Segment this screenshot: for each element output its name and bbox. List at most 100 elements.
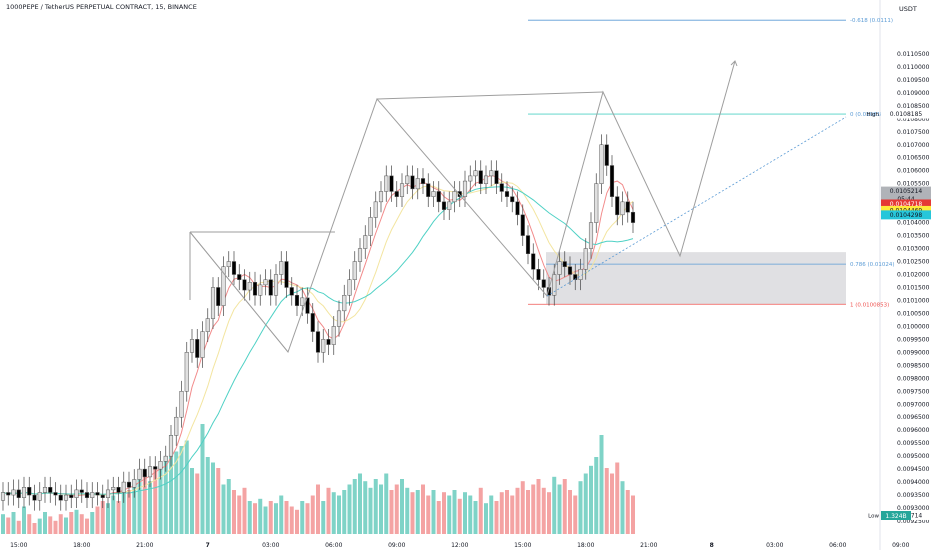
candle-body: [326, 339, 331, 345]
volume-bar: [610, 473, 614, 534]
price-tick-label: 0.0096500: [897, 414, 930, 421]
volume-bar: [452, 490, 457, 534]
candle-body: [562, 261, 567, 267]
candle-body: [494, 170, 499, 184]
candle-body: [21, 487, 27, 498]
volume-bar: [226, 479, 231, 534]
candle-body: [179, 391, 184, 418]
candle-body: [69, 494, 74, 498]
candle-body: [142, 468, 147, 478]
volume-bar: [363, 481, 368, 534]
price-tick-label: 0.0099000: [897, 349, 930, 356]
volume-bar: [536, 479, 541, 534]
volume-bar: [64, 517, 68, 534]
candle-body: [105, 489, 111, 498]
volume-bar: [494, 501, 499, 534]
candle-body: [567, 266, 573, 275]
candle-body: [315, 331, 321, 353]
fib-level-label: 0.786 (0.01024): [850, 262, 895, 268]
volume-bar: [6, 517, 11, 534]
candle-body: [468, 175, 473, 182]
high-value-badge-bg: [881, 109, 931, 119]
candle-body: [525, 235, 531, 254]
volume-bar: [137, 479, 142, 534]
candle-body: [573, 274, 578, 280]
volume-badge-bg: [881, 511, 911, 520]
volume-bar: [468, 495, 473, 534]
volume-bar: [37, 518, 42, 534]
volume-bar: [594, 457, 599, 534]
candle-body: [557, 261, 562, 275]
candle-body: [100, 494, 105, 498]
time-tick-label: 03:00: [262, 542, 279, 549]
candle-body: [426, 183, 431, 197]
price-tick-label: 0.0092500: [897, 518, 930, 525]
volume-bar: [368, 487, 373, 534]
price-tick-label: 0.0107000: [897, 142, 930, 149]
candle-body: [520, 214, 525, 236]
candle-body: [321, 339, 326, 353]
volume-bar: [526, 490, 530, 534]
candle-body: [74, 489, 79, 498]
price-tick-label: 0.0102500: [897, 259, 930, 266]
volume-bar: [316, 484, 320, 534]
volume-bar: [16, 520, 21, 534]
candle-body: [510, 196, 515, 203]
pattern-line: [376, 91, 604, 100]
candle-body: [620, 201, 625, 216]
time-tick-label: 15:00: [514, 542, 531, 549]
candle-body: [405, 175, 410, 184]
volume-bar: [405, 487, 410, 534]
volume-bar: [211, 462, 215, 534]
volume-bar: [116, 501, 121, 534]
volume-badge: 1.324B: [885, 513, 906, 520]
volume-bar: [473, 501, 478, 534]
volume-bar: [127, 490, 131, 534]
price-tick-label: 0.0100500: [897, 310, 930, 317]
candle-body: [242, 279, 247, 291]
volume-bar: [337, 495, 341, 534]
volume-bar: [604, 468, 609, 534]
candle-body: [431, 191, 436, 197]
price-tick-label: 0.0106000: [897, 168, 930, 175]
price-tick-label: 0.0105500: [897, 181, 930, 188]
volume-bar: [300, 501, 305, 534]
time-tick-label: 06:00: [829, 542, 846, 549]
volume-bar: [562, 479, 567, 534]
volume-bar: [447, 495, 452, 534]
candle-body: [615, 196, 620, 216]
volume-bar: [358, 473, 362, 534]
candle-body: [189, 339, 195, 353]
price-tick-label: 0.0097000: [897, 401, 930, 408]
volume-bar: [531, 484, 536, 534]
candle-body: [630, 211, 636, 223]
candle-body: [594, 183, 599, 223]
volume-bar: [541, 487, 546, 534]
countdown-badge-bg: [881, 194, 931, 204]
volume-bar: [489, 495, 494, 534]
candle-body: [378, 191, 384, 203]
volume-bar: [90, 512, 95, 534]
candle-body: [536, 269, 541, 280]
volume-bar: [11, 512, 16, 534]
time-tick-label: 8: [710, 542, 714, 549]
candle-body: [90, 492, 95, 498]
candle-body: [247, 282, 252, 291]
volume-bar: [373, 479, 378, 534]
price-tick-label: 0.0098000: [897, 375, 930, 382]
candle-body: [53, 492, 58, 496]
candle-body: [158, 461, 163, 470]
chart-title: 1000PEPE / TetherUS PERPETUAL CONTRACT, …: [6, 3, 197, 11]
candle-body: [79, 489, 84, 493]
candle-body: [352, 261, 357, 280]
volume-bar: [158, 462, 163, 534]
volume-bar: [510, 495, 515, 534]
price-tick-label: 0.0107500: [897, 129, 930, 136]
time-tick-label: 21:00: [640, 542, 657, 549]
teal-ma-badge: 0.0104298: [890, 212, 923, 219]
candle-body: [473, 170, 478, 177]
candle-body: [373, 201, 378, 218]
volume-bar: [415, 490, 420, 534]
volume-bar: [48, 516, 53, 534]
